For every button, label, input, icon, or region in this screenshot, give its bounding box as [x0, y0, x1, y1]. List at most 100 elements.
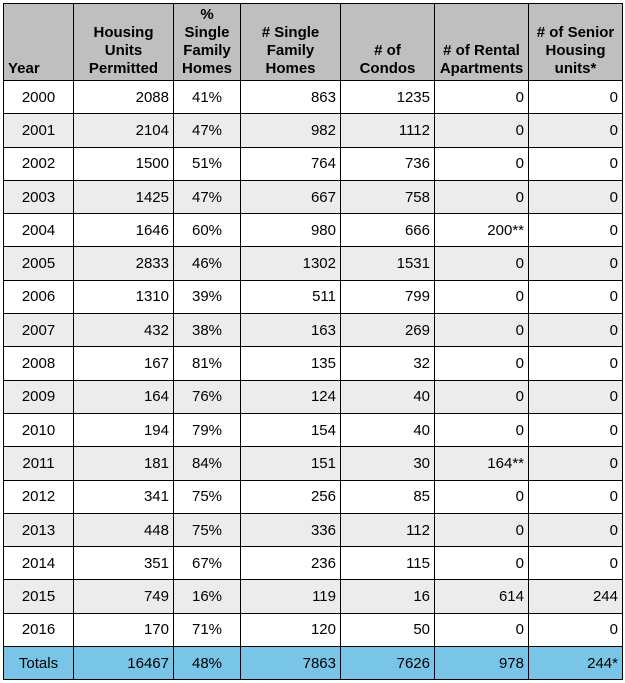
- cell-pct-single-family: 38%: [173, 313, 241, 348]
- cell-rental-apartments: 0: [434, 512, 529, 548]
- header-num-condos: # of Condos: [340, 3, 435, 81]
- cell-year: 2011: [3, 446, 74, 481]
- totals-senior-housing: 244*: [528, 646, 623, 681]
- cell-condos: 799: [340, 279, 435, 315]
- table-row: 2016 170 71% 120 50 0 0: [3, 612, 623, 648]
- cell-condos: 40: [340, 379, 435, 414]
- cell-year: 2004: [3, 213, 74, 248]
- cell-housing-units: 170: [73, 612, 174, 648]
- cell-housing-units: 2088: [73, 79, 174, 115]
- cell-housing-units: 341: [73, 479, 174, 514]
- cell-senior-housing: 0: [528, 612, 623, 648]
- cell-pct-single-family: 60%: [173, 213, 241, 248]
- cell-pct-single-family: 75%: [173, 479, 241, 514]
- cell-condos: 1531: [340, 246, 435, 281]
- cell-housing-units: 1310: [73, 279, 174, 315]
- cell-senior-housing: 0: [528, 79, 623, 115]
- cell-condos: 269: [340, 313, 435, 348]
- cell-condos: 40: [340, 412, 435, 448]
- totals-housing-units: 16467: [73, 646, 174, 681]
- cell-rental-apartments: 614: [434, 579, 529, 614]
- cell-senior-housing: 0: [528, 412, 623, 448]
- cell-housing-units: 194: [73, 412, 174, 448]
- cell-year: 2005: [3, 246, 74, 281]
- cell-senior-housing: 0: [528, 113, 623, 148]
- cell-year: 2016: [3, 612, 74, 648]
- cell-rental-apartments: 0: [434, 313, 529, 348]
- cell-housing-units: 167: [73, 346, 174, 381]
- cell-senior-housing: 0: [528, 479, 623, 514]
- table-row: 2014 351 67% 236 115 0 0: [3, 546, 623, 581]
- cell-pct-single-family: 71%: [173, 612, 241, 648]
- cell-housing-units: 749: [73, 579, 174, 614]
- cell-condos: 112: [340, 512, 435, 548]
- cell-condos: 16: [340, 579, 435, 614]
- header-row: Year Housing Units Permitted % Single Fa…: [3, 3, 623, 81]
- table-row: 2001 2104 47% 982 1112 0 0: [3, 113, 623, 148]
- cell-condos: 50: [340, 612, 435, 648]
- table-row: 2008 167 81% 135 32 0 0: [3, 346, 623, 381]
- housing-table-container: Year Housing Units Permitted % Single Fa…: [3, 3, 623, 681]
- cell-housing-units: 1425: [73, 179, 174, 215]
- cell-condos: 736: [340, 146, 435, 181]
- cell-single-family: 764: [240, 146, 341, 181]
- cell-year: 2007: [3, 313, 74, 348]
- cell-rental-apartments: 0: [434, 379, 529, 414]
- totals-label: Totals: [3, 646, 74, 681]
- cell-pct-single-family: 47%: [173, 179, 241, 215]
- cell-senior-housing: 0: [528, 246, 623, 281]
- cell-rental-apartments: 200**: [434, 213, 529, 248]
- cell-pct-single-family: 46%: [173, 246, 241, 281]
- header-num-single-family: # Single Family Homes: [240, 3, 341, 81]
- cell-single-family: 154: [240, 412, 341, 448]
- cell-rental-apartments: 0: [434, 246, 529, 281]
- cell-single-family: 336: [240, 512, 341, 548]
- cell-single-family: 163: [240, 313, 341, 348]
- cell-rental-apartments: 0: [434, 412, 529, 448]
- cell-year: 2000: [3, 79, 74, 115]
- cell-housing-units: 2833: [73, 246, 174, 281]
- cell-single-family: 863: [240, 79, 341, 115]
- cell-year: 2015: [3, 579, 74, 614]
- cell-condos: 30: [340, 446, 435, 481]
- cell-housing-units: 351: [73, 546, 174, 581]
- cell-rental-apartments: 0: [434, 546, 529, 581]
- totals-row: Totals 16467 48% 7863 7626 978 244*: [3, 646, 623, 681]
- cell-condos: 666: [340, 213, 435, 248]
- cell-rental-apartments: 0: [434, 346, 529, 381]
- cell-year: 2008: [3, 346, 74, 381]
- cell-pct-single-family: 76%: [173, 379, 241, 414]
- cell-pct-single-family: 51%: [173, 146, 241, 181]
- cell-pct-single-family: 67%: [173, 546, 241, 581]
- cell-pct-single-family: 81%: [173, 346, 241, 381]
- cell-pct-single-family: 41%: [173, 79, 241, 115]
- cell-single-family: 120: [240, 612, 341, 648]
- table-row: 2004 1646 60% 980 666 200** 0: [3, 213, 623, 248]
- cell-senior-housing: 0: [528, 379, 623, 414]
- totals-condos: 7626: [340, 646, 435, 681]
- cell-single-family: 1302: [240, 246, 341, 281]
- table-row: 2003 1425 47% 667 758 0 0: [3, 179, 623, 215]
- cell-rental-apartments: 0: [434, 612, 529, 648]
- cell-housing-units: 1646: [73, 213, 174, 248]
- table-row: 2005 2833 46% 1302 1531 0 0: [3, 246, 623, 281]
- cell-senior-housing: 0: [528, 346, 623, 381]
- cell-single-family: 135: [240, 346, 341, 381]
- cell-housing-units: 2104: [73, 113, 174, 148]
- cell-rental-apartments: 0: [434, 279, 529, 315]
- cell-condos: 1235: [340, 79, 435, 115]
- header-num-rental-apartments: # of Rental Apartments: [434, 3, 529, 81]
- cell-rental-apartments: 0: [434, 146, 529, 181]
- cell-senior-housing: 0: [528, 213, 623, 248]
- cell-rental-apartments: 0: [434, 179, 529, 215]
- housing-permits-table: Year Housing Units Permitted % Single Fa…: [3, 3, 623, 681]
- cell-year: 2010: [3, 412, 74, 448]
- cell-senior-housing: 0: [528, 313, 623, 348]
- cell-single-family: 256: [240, 479, 341, 514]
- header-housing-units-permitted: Housing Units Permitted: [73, 3, 174, 81]
- table-row: 2011 181 84% 151 30 164** 0: [3, 446, 623, 481]
- cell-year: 2013: [3, 512, 74, 548]
- table-row: 2002 1500 51% 764 736 0 0: [3, 146, 623, 181]
- cell-single-family: 980: [240, 213, 341, 248]
- cell-rental-apartments: 0: [434, 479, 529, 514]
